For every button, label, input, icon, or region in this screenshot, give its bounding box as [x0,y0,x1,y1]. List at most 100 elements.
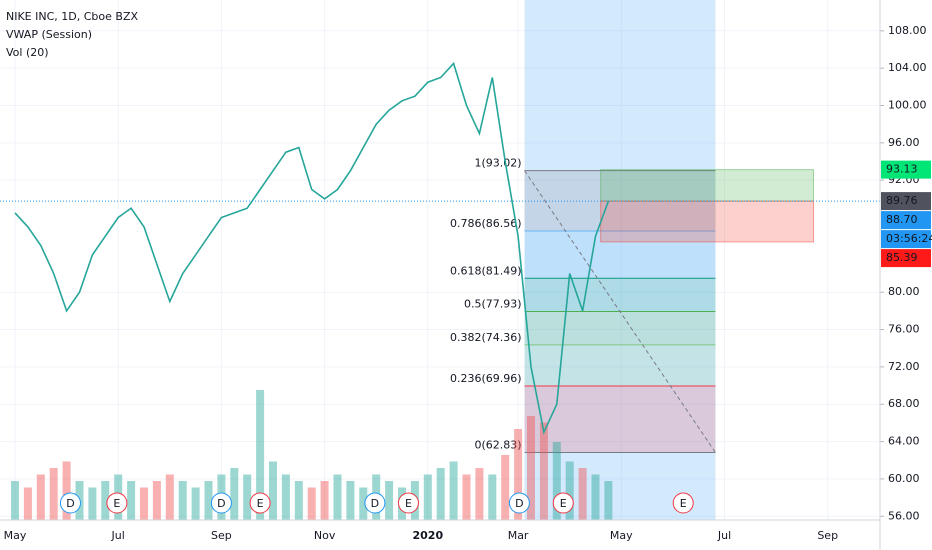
volume-bar [49,468,58,520]
price-tag [881,211,931,230]
event-label: E [113,497,120,510]
volume-bar [256,390,265,520]
y-tick-label: 68.00 [888,397,920,410]
volume-bar [165,474,174,520]
volume-bar [552,442,561,520]
event-label: D [515,497,523,510]
price-tag-label: 93.13 [886,163,918,176]
volume-bar [462,474,471,520]
fib-label: 0.382(74.36) [450,331,522,344]
event-marker [210,492,232,514]
event-marker [552,492,574,514]
volume-bar [152,481,161,520]
fib-label: 1(93.02) [474,157,521,170]
volume-bar [436,468,445,520]
fib-label: 0.5(77.93) [464,298,522,311]
target-zone [600,169,815,202]
volume-bar [243,474,252,520]
volume-bar [578,468,587,520]
event-marker [397,492,419,514]
price-tag [881,160,931,179]
price-tag [881,192,931,211]
event-marker [672,492,694,514]
y-tick-label: 60.00 [888,472,920,485]
price-tag-label: 89.76 [886,194,918,207]
fib-label: 0.236(69.96) [450,372,522,385]
volume-bar [320,481,329,520]
fib-zone [524,385,716,453]
fib-label: 0.786(86.56) [450,217,522,230]
volume-bar [140,487,148,520]
event-label: E [560,497,567,510]
event-marker [364,492,386,514]
price-tag-label: 88.70 [886,213,918,226]
volume-bar [11,481,19,520]
fib-zone [524,230,716,279]
volume-bar [178,481,187,520]
x-tick-label: Mar [508,529,529,542]
stop-zone [600,200,815,243]
volume-bar [604,481,613,520]
volume-bar [230,468,239,520]
indicator-label: Vol (20) [6,46,49,59]
volume-bar [385,481,394,520]
fib-label: 0.618(81.49) [450,264,522,277]
volume-bar [36,474,45,520]
price-line [14,61,610,435]
event-marker [59,492,81,514]
fib-zone [524,344,716,386]
event-marker [249,492,271,514]
volume-bar [346,481,355,520]
x-tick-label: May [4,529,27,542]
volume-bar [307,487,316,520]
price-tag [881,230,931,249]
fib-label: 0(62.83) [474,439,521,452]
event-label: D [217,497,225,510]
x-tick-label: Jul [111,529,125,542]
volume-bar [423,474,432,520]
date-range [524,0,716,520]
trend-line [524,170,716,453]
volume-bar [539,422,548,520]
x-tick-label: Sep [817,529,838,542]
y-tick-label: 80.00 [888,285,920,298]
volume-bar [62,461,71,520]
y-tick-label: 96.00 [888,136,920,149]
x-tick-label: Sep [211,529,232,542]
volume-bar [501,455,510,520]
volume-bar [23,487,32,520]
indicator-label: VWAP (Session) [6,28,92,41]
volume-bar [191,487,200,520]
volume-bar [101,481,110,520]
volume-bar [591,474,600,520]
volume-bar [333,474,342,520]
volume-bar [565,461,574,520]
x-tick-label: Jul [717,529,731,542]
volume-bar [527,416,535,520]
event-marker [106,492,128,514]
fib-zone [524,278,716,312]
y-tick-label: 56.00 [888,509,920,522]
event-label: E [405,497,412,510]
price-tag-label: 03:56:24 [886,232,932,245]
volume-bar [294,481,303,520]
y-tick-label: 72.00 [888,360,920,373]
event-label: D [66,497,74,510]
y-tick-label: 108.00 [888,24,927,37]
y-tick-label: 64.00 [888,435,920,448]
volume-bar [281,474,290,520]
volume-bar [449,461,458,520]
event-label: D [371,497,379,510]
volume-bar [88,487,97,520]
y-tick-label: 104.00 [888,61,927,74]
volume-bar [514,429,523,520]
fib-zone [524,311,716,345]
y-tick-label: 100.00 [888,98,927,111]
volume-bar [127,481,136,520]
price-tag [881,249,931,268]
event-marker [508,492,530,514]
chart-title: NIKE INC, 1D, Cboe BZX [6,10,138,23]
